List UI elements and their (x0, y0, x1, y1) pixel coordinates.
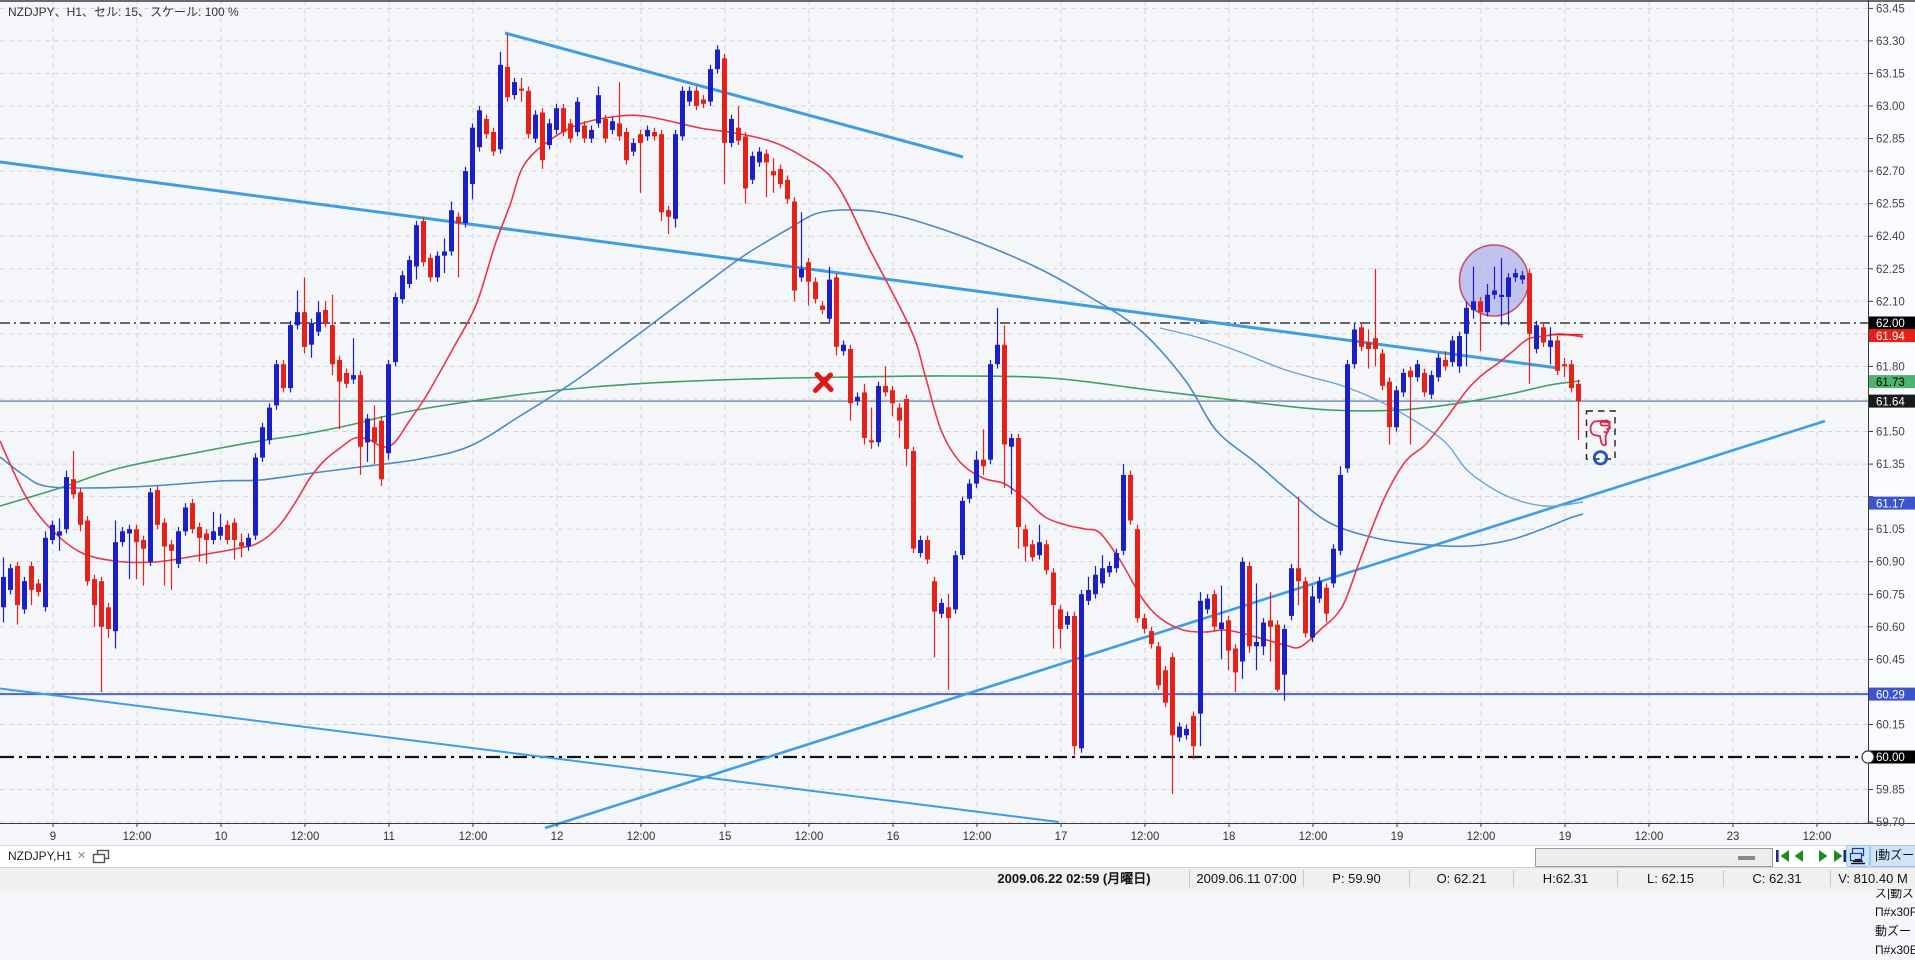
svg-text:63.30: 63.30 (1876, 36, 1905, 48)
svg-text:61.50: 61.50 (1876, 427, 1905, 439)
svg-text:62.25: 62.25 (1876, 264, 1905, 276)
svg-text:59.70: 59.70 (1876, 817, 1905, 829)
svg-text:15: 15 (719, 831, 732, 843)
svg-text:12:00: 12:00 (123, 831, 152, 843)
svg-text:60.60: 60.60 (1876, 622, 1905, 634)
svg-text:12: 12 (551, 831, 564, 843)
svg-text:61.64: 61.64 (1876, 396, 1905, 408)
svg-text:12:00: 12:00 (1467, 831, 1496, 843)
svg-text:12:00: 12:00 (459, 831, 488, 843)
svg-text:60.15: 60.15 (1876, 720, 1905, 732)
svg-text:62.00: 62.00 (1876, 318, 1905, 330)
svg-text:61.05: 61.05 (1876, 524, 1905, 536)
svg-text:12:00: 12:00 (1635, 831, 1664, 843)
svg-text:18: 18 (1223, 831, 1236, 843)
svg-text:9: 9 (50, 831, 56, 843)
svg-text:62.55: 62.55 (1876, 199, 1905, 211)
svg-text:12:00: 12:00 (627, 831, 656, 843)
svg-text:61.94: 61.94 (1876, 331, 1905, 343)
svg-text:NZDJPY、H1、セル: 15、スケール: 100 %: NZDJPY、H1、セル: 15、スケール: 100 % (8, 5, 239, 19)
svg-text:61.73: 61.73 (1876, 377, 1905, 389)
svg-text:62.85: 62.85 (1876, 134, 1905, 146)
svg-text:12:00: 12:00 (1803, 831, 1832, 843)
svg-text:60.45: 60.45 (1876, 654, 1905, 666)
svg-text:60.00: 60.00 (1876, 752, 1905, 764)
svg-text:60.29: 60.29 (1876, 689, 1905, 701)
svg-text:63.45: 63.45 (1876, 3, 1905, 15)
svg-text:12:00: 12:00 (795, 831, 824, 843)
svg-text:12:00: 12:00 (1299, 831, 1328, 843)
svg-text:61.35: 61.35 (1876, 459, 1905, 471)
svg-text:19: 19 (1559, 831, 1572, 843)
svg-text:12:00: 12:00 (963, 831, 992, 843)
svg-text:16: 16 (887, 831, 900, 843)
svg-text:59.85: 59.85 (1876, 785, 1905, 797)
svg-text:62.10: 62.10 (1876, 296, 1905, 308)
svg-text:61.80: 61.80 (1876, 361, 1905, 373)
svg-text:12:00: 12:00 (1131, 831, 1160, 843)
svg-text:11: 11 (383, 831, 395, 843)
svg-text:60.75: 60.75 (1876, 589, 1905, 601)
svg-text:61.17: 61.17 (1876, 498, 1905, 510)
svg-text:62.70: 62.70 (1876, 166, 1905, 178)
svg-text:63.15: 63.15 (1876, 69, 1905, 81)
svg-text:12:00: 12:00 (291, 831, 320, 843)
svg-text:10: 10 (215, 831, 228, 843)
svg-text:17: 17 (1055, 831, 1068, 843)
svg-text:63.00: 63.00 (1876, 101, 1905, 113)
svg-text:60.90: 60.90 (1876, 557, 1905, 569)
svg-text:23: 23 (1727, 831, 1740, 843)
svg-text:62.40: 62.40 (1876, 231, 1905, 243)
svg-text:19: 19 (1391, 831, 1404, 843)
